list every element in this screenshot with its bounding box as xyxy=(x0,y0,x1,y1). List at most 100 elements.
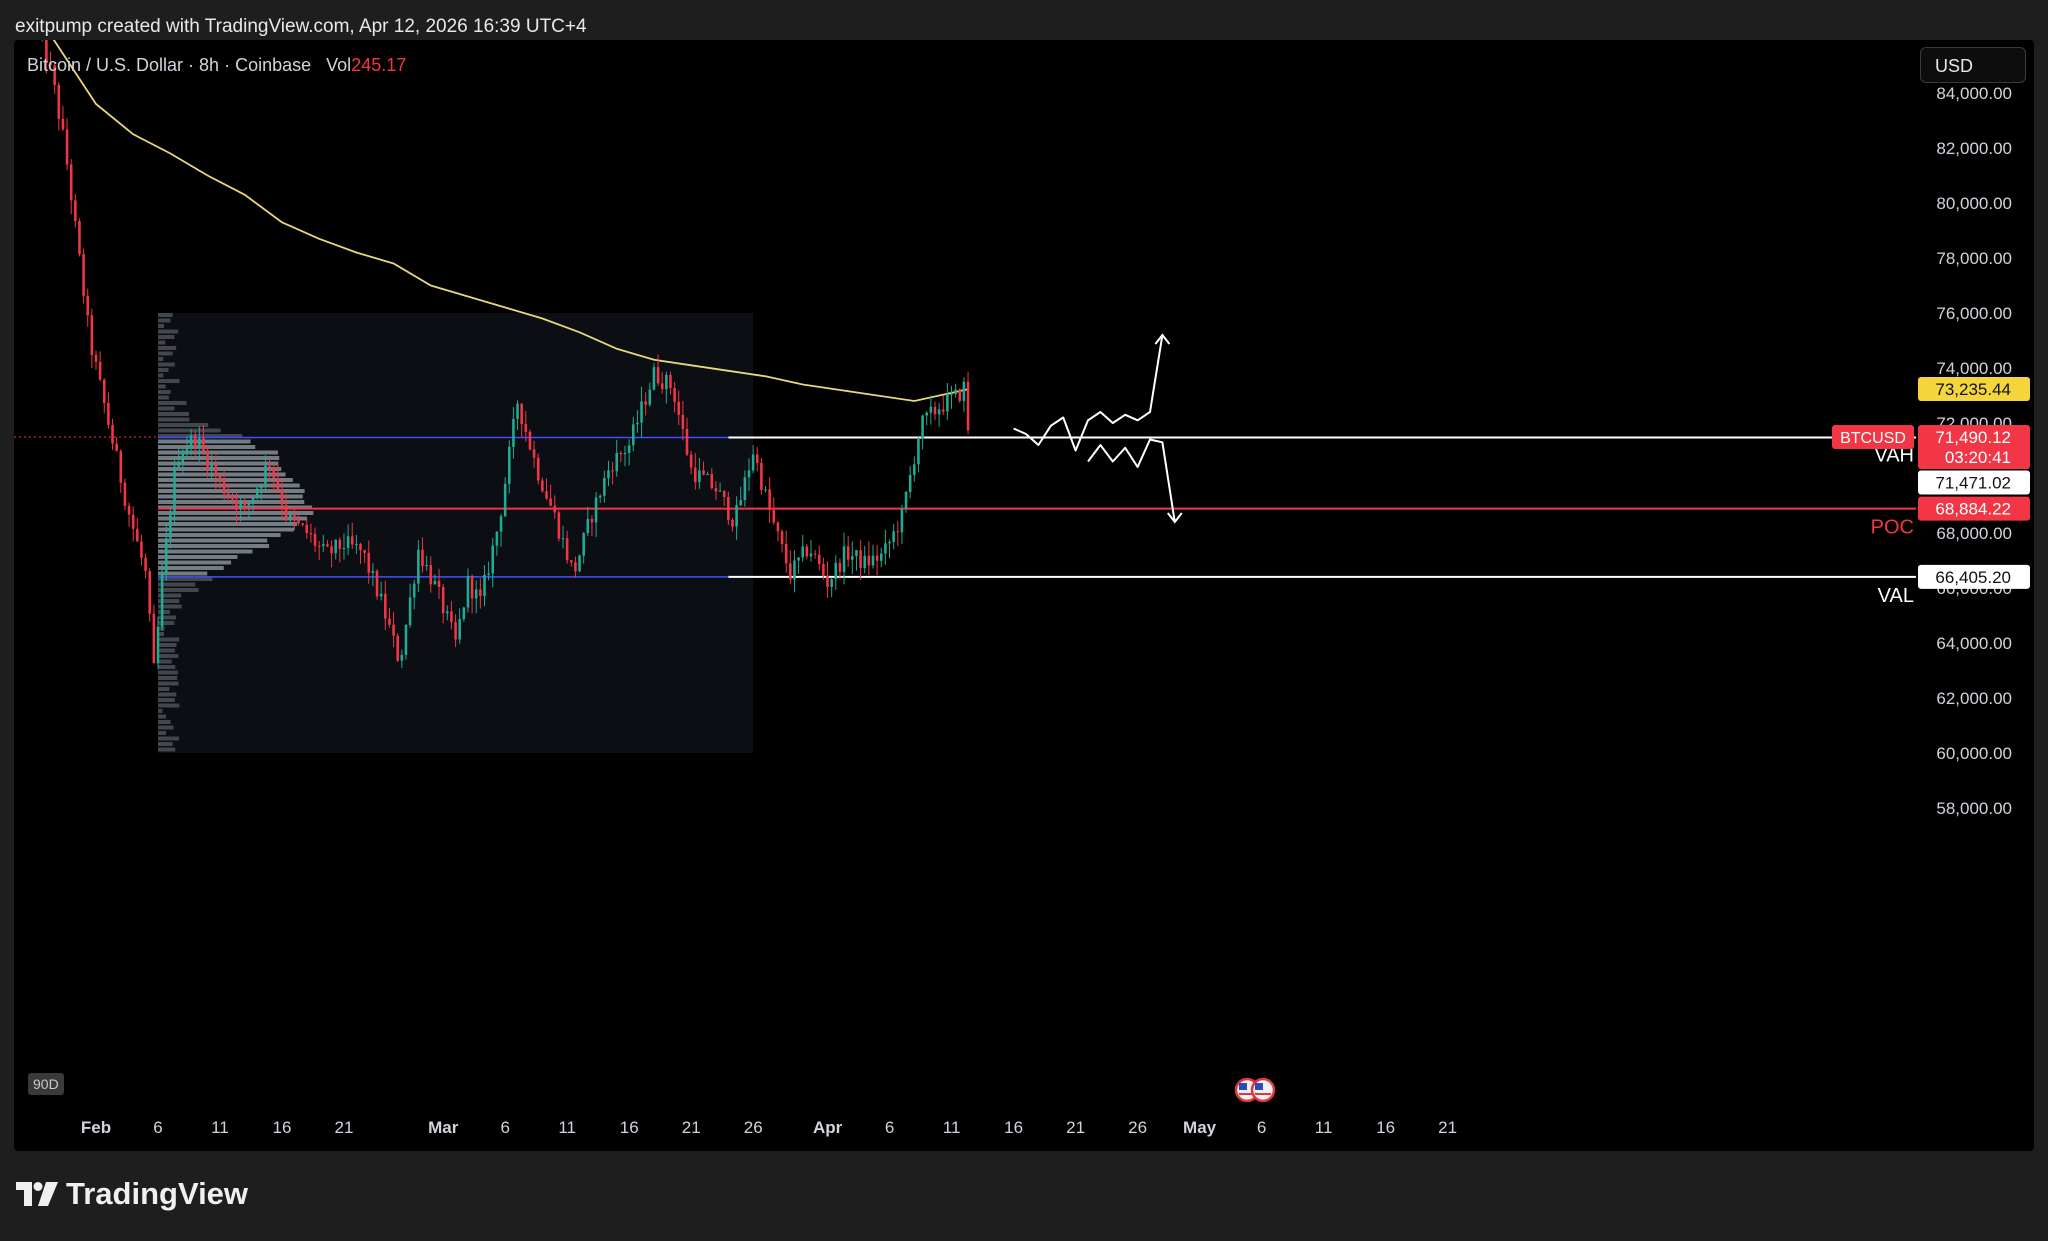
volume-profile-bar xyxy=(158,357,164,361)
volume-profile-bar xyxy=(158,379,180,383)
x-tick-label: 26 xyxy=(744,1118,763,1137)
candle-body xyxy=(598,495,602,498)
candle-body xyxy=(338,539,342,549)
candle-body xyxy=(817,554,821,564)
volume-profile-bar xyxy=(158,478,293,482)
candle-body xyxy=(375,570,379,597)
candle-body xyxy=(156,626,160,664)
candle-body xyxy=(412,583,416,598)
x-tick-label: 11 xyxy=(1315,1118,1333,1137)
tradingview-logo-icon xyxy=(16,1182,58,1206)
x-tick-label: 6 xyxy=(1257,1118,1266,1137)
x-tick-label: 16 xyxy=(273,1118,292,1137)
candle-body xyxy=(590,518,594,523)
volume-profile-bar xyxy=(158,313,173,317)
volume-profile-bar xyxy=(158,428,221,433)
candle-body xyxy=(421,549,424,566)
volume-profile-bar xyxy=(158,709,163,713)
candle-body xyxy=(528,431,532,450)
candle-body xyxy=(305,524,309,534)
candle-body xyxy=(743,477,747,500)
candle-body xyxy=(693,467,697,482)
candle-body xyxy=(243,502,247,506)
candle-body xyxy=(222,479,226,494)
projection-up-path xyxy=(1013,334,1164,452)
x-tick-label: 21 xyxy=(1066,1118,1085,1137)
y-tick-label: 74,000.00 xyxy=(1936,359,2012,378)
candle-body xyxy=(702,470,705,475)
candle-body xyxy=(636,422,639,425)
candle-body xyxy=(301,523,304,525)
candle-body xyxy=(499,516,503,532)
vah-label: VAH xyxy=(1874,445,1914,467)
candle-body xyxy=(90,315,94,355)
candle-body xyxy=(805,546,809,557)
price-chart[interactable]: VAH POC VAL 84,000.00 82,000.00 80,000.00 78,0… xyxy=(14,40,2034,1151)
candle-body xyxy=(520,403,523,425)
candle-body xyxy=(164,538,168,574)
candle-body xyxy=(268,465,271,467)
candle-body xyxy=(611,470,614,472)
volume-profile-bar xyxy=(158,505,312,510)
candle-body xyxy=(685,428,689,455)
volume-profile-bar xyxy=(158,511,314,515)
candle-body xyxy=(851,556,854,560)
candle-body xyxy=(425,565,428,567)
candle-body xyxy=(173,466,176,515)
candle-body xyxy=(962,381,966,401)
volume-profile-bar xyxy=(158,720,171,724)
candle-body xyxy=(65,129,69,165)
candle-body xyxy=(950,393,953,395)
candle-body xyxy=(760,462,763,490)
volume-profile-bar xyxy=(158,577,213,581)
volume-profile-bar xyxy=(158,610,170,614)
candle-body xyxy=(408,597,412,625)
volume-profile-bar xyxy=(158,483,300,488)
candle-body xyxy=(392,624,395,636)
candle-body xyxy=(896,531,900,533)
candle-body xyxy=(888,541,891,544)
volume-profile-bar xyxy=(158,494,303,499)
candle-body xyxy=(524,424,528,432)
volume-value: 245.17 xyxy=(351,55,407,75)
candle-body xyxy=(826,575,829,588)
y-tick-label: 84,000.00 xyxy=(1936,84,2012,103)
volume-profile-bar xyxy=(158,736,179,741)
x-tick-label: Apr xyxy=(813,1118,843,1137)
currency-button[interactable]: USD xyxy=(1920,47,2026,83)
x-tick-label: 6 xyxy=(885,1118,894,1137)
candle-body xyxy=(169,514,172,539)
candle-body xyxy=(131,514,135,529)
candle-body xyxy=(185,448,189,455)
candle-body xyxy=(206,450,209,470)
candle-body xyxy=(660,383,664,390)
volume-profile-bar xyxy=(158,703,180,708)
y-tick-label: 62,000.00 xyxy=(1936,689,2012,708)
candle-body xyxy=(466,575,470,608)
candle-body xyxy=(367,552,371,573)
candle-body xyxy=(834,562,838,580)
candle-body xyxy=(941,409,945,412)
x-tick-label: 11 xyxy=(943,1118,961,1137)
symbol-tag: BTCUSD xyxy=(1840,430,1906,447)
volume-profile-bar xyxy=(158,615,177,620)
poc-price-tag: 68,884.22 xyxy=(1935,500,2011,519)
volume-profile-bar xyxy=(158,384,166,389)
volume-profile-bar xyxy=(158,467,282,471)
candle-body xyxy=(102,379,106,403)
candle-body xyxy=(508,446,511,484)
volume-profile-bar xyxy=(158,516,307,521)
poc-price-tag-bg xyxy=(1918,496,2030,521)
candle-body xyxy=(764,489,767,491)
chart-panel[interactable]: VAH POC VAL 84,000.00 82,000.00 80,000.00 78,0… xyxy=(14,40,2034,1151)
candle-body xyxy=(255,488,259,498)
candle-body xyxy=(280,489,284,505)
x-tick-label: 21 xyxy=(335,1118,354,1137)
candle-body xyxy=(309,533,313,535)
candle-body xyxy=(875,555,879,561)
volume-profile-bar xyxy=(158,362,175,367)
projection-down-arrowhead xyxy=(1167,512,1183,524)
volume-profile-bar xyxy=(158,725,174,730)
candle-body xyxy=(61,118,65,130)
candle-body xyxy=(264,465,267,486)
